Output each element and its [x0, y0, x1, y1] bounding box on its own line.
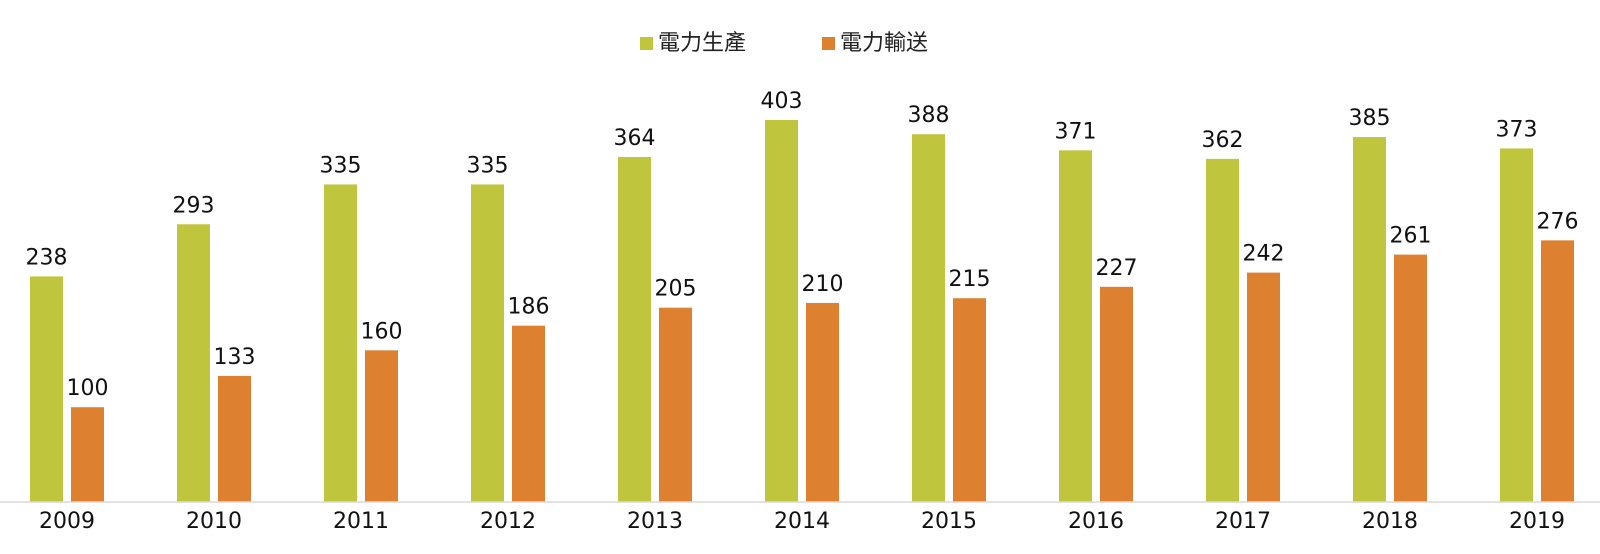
bar-transmission-2010 [218, 375, 251, 502]
bar-transmission-2016 [1100, 286, 1133, 502]
legend: 電力生產 電力輸送 [640, 31, 928, 56]
data-label-transmission-2009: 100 [67, 376, 109, 401]
data-label-production-2011: 335 [320, 153, 362, 178]
x-axis-tick-labels: 2009 2010 2011 2012 2013 2014 2015 2016 2017 2018… [39, 509, 1565, 534]
legend-swatch-production [640, 37, 653, 50]
bar-production-2016 [1059, 150, 1092, 502]
bar-production-2011 [324, 184, 357, 502]
data-label-transmission-2019: 276 [1537, 209, 1579, 234]
data-label-production-2010: 293 [173, 193, 215, 218]
bar-transmission-2012 [512, 325, 545, 502]
data-label-transmission-2014: 210 [802, 272, 844, 297]
data-label-transmission-2016: 227 [1096, 256, 1138, 281]
bar-production-2013 [618, 156, 651, 502]
bar-production-2018 [1353, 137, 1386, 502]
data-label-production-2013: 364 [614, 126, 656, 151]
data-label-production-2014: 403 [761, 89, 803, 114]
data-labels-layer: 238 100 293 133 335 160 335 186 364 205 403 210 388 2… [26, 89, 1579, 401]
x-tick-label-2016: 2016 [1068, 509, 1124, 534]
legend-label-transmission: 電力輸送 [840, 31, 928, 56]
bar-transmission-2014 [806, 302, 839, 502]
data-label-transmission-2013: 205 [655, 277, 697, 302]
x-tick-label-2018: 2018 [1362, 509, 1418, 534]
bar-transmission-2018 [1394, 254, 1427, 502]
x-tick-label-2011: 2011 [333, 509, 389, 534]
bar-transmission-2011 [365, 350, 398, 502]
x-tick-label-2014: 2014 [774, 509, 830, 534]
data-label-production-2012: 335 [467, 153, 509, 178]
bars-layer [30, 120, 1574, 503]
bar-production-2014 [765, 120, 798, 502]
data-label-production-2018: 385 [1349, 106, 1391, 131]
data-label-transmission-2018: 261 [1390, 224, 1432, 249]
bar-production-2015 [912, 134, 945, 502]
bar-production-2009 [30, 276, 63, 502]
x-tick-label-2013: 2013 [627, 509, 683, 534]
x-tick-label-2010: 2010 [186, 509, 242, 534]
data-label-transmission-2010: 133 [214, 345, 256, 370]
bar-transmission-2009 [71, 407, 104, 502]
data-label-transmission-2015: 215 [949, 267, 991, 292]
x-tick-label-2017: 2017 [1215, 509, 1271, 534]
data-label-transmission-2012: 186 [508, 295, 550, 320]
data-label-transmission-2017: 242 [1243, 242, 1285, 267]
bar-production-2012 [471, 184, 504, 502]
bar-production-2010 [177, 224, 210, 502]
bar-transmission-2013 [659, 307, 692, 502]
x-tick-label-2019: 2019 [1509, 509, 1565, 534]
data-label-transmission-2011: 160 [361, 319, 403, 344]
data-label-production-2019: 373 [1496, 117, 1538, 142]
bar-transmission-2017 [1247, 272, 1280, 502]
data-label-production-2009: 238 [26, 245, 68, 270]
x-tick-label-2015: 2015 [921, 509, 977, 534]
bar-production-2019 [1500, 148, 1533, 503]
legend-label-production: 電力生產 [658, 31, 746, 56]
legend-swatch-transmission [822, 37, 835, 50]
x-tick-label-2009: 2009 [39, 509, 95, 534]
data-label-production-2017: 362 [1202, 128, 1244, 153]
bar-transmission-2015 [953, 298, 986, 502]
bar-transmission-2019 [1541, 240, 1574, 502]
bar-production-2017 [1206, 158, 1239, 502]
data-label-production-2015: 388 [908, 103, 950, 128]
x-tick-label-2012: 2012 [480, 509, 536, 534]
data-label-production-2016: 371 [1055, 119, 1097, 144]
